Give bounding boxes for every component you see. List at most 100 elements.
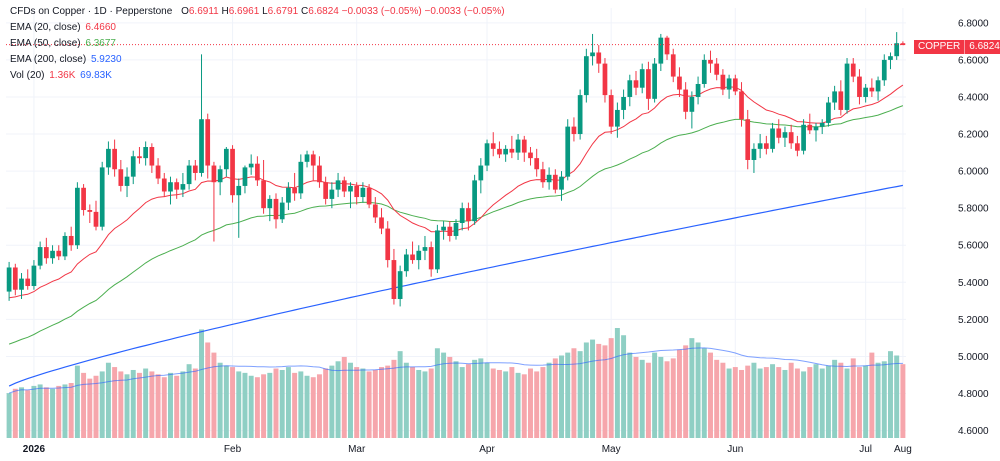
chart-legend: CFDs on Copper · 1D · Pepperstone O6.691… [10, 4, 505, 84]
candle-body [298, 161, 304, 194]
candle-body [435, 230, 440, 270]
volume-bar [37, 384, 43, 438]
volume-bar [552, 358, 558, 438]
y-tick-label: 5.2000 [958, 315, 989, 326]
volume-bar [403, 362, 409, 438]
candle-body [565, 126, 571, 177]
volume-bar [559, 355, 564, 438]
candle-body [751, 148, 757, 160]
price-tag-symbol: COPPER [914, 40, 966, 54]
candle-body [664, 37, 670, 55]
candle-body [583, 56, 589, 96]
candle-body [192, 165, 198, 173]
candle-body [509, 148, 515, 153]
high-value: 6.6961 [228, 6, 260, 17]
candle-body [850, 63, 856, 77]
change-value-2: −0.0033 (−0.05%) [424, 6, 505, 17]
ema200-label: EMA (200, close) [10, 54, 87, 65]
candle-body [304, 154, 310, 162]
candle-body [726, 78, 732, 90]
volume-bar [186, 364, 192, 438]
candle-body [540, 169, 546, 183]
candle-body [863, 87, 869, 97]
volume-bar [689, 338, 695, 438]
candle-body [472, 180, 477, 222]
volume-bar [441, 352, 447, 438]
candle-body [286, 187, 291, 203]
legend-ema20-row[interactable]: EMA (20, close) 6.4660 [10, 20, 505, 36]
candle-body [559, 176, 564, 190]
candle-body [819, 122, 825, 127]
volume-bar [614, 328, 620, 438]
volume-bar [676, 349, 682, 438]
legend-ema200-row[interactable]: EMA (200, close) 5.9230 [10, 52, 505, 68]
volume-bar [590, 339, 596, 438]
candle-body [186, 165, 192, 185]
volume-bar [43, 387, 49, 438]
volume-bar [341, 356, 347, 438]
candle-body [217, 169, 223, 183]
volume-bar [149, 371, 155, 438]
volume-bar [248, 375, 254, 438]
candle-body [25, 278, 31, 287]
candle-body [577, 95, 583, 135]
volume-bar [869, 352, 875, 438]
volume-bar [112, 367, 118, 438]
volume-bar [56, 385, 62, 438]
volume-bar [888, 351, 893, 438]
volume-bar [745, 365, 751, 438]
candle-body [770, 128, 775, 149]
candle-body [50, 250, 55, 259]
candle-body [410, 254, 415, 261]
candle-body [596, 52, 602, 64]
volume-bar [832, 359, 838, 438]
change-value: −0.0033 (−0.05%) [341, 6, 422, 17]
candle-body [416, 250, 422, 261]
candle-body [695, 83, 701, 97]
candle-body [279, 202, 285, 220]
symbol-title[interactable]: CFDs on Copper · 1D · Pepperstone [10, 6, 173, 17]
candle-body [534, 158, 540, 170]
volume-bar [118, 371, 124, 438]
x-tick-label: Feb [224, 444, 242, 455]
x-tick-label: Aug [894, 444, 912, 455]
candle-body [875, 80, 881, 92]
volume-bar [714, 359, 720, 438]
volume-bar [875, 362, 881, 438]
volume-bar [223, 365, 229, 438]
volume-bar [372, 369, 378, 438]
volume-bar [496, 369, 502, 438]
volume-bar [621, 335, 627, 438]
candle-body [149, 147, 155, 166]
volume-bar [385, 365, 391, 438]
candle-body [900, 43, 906, 46]
x-tick-label: Jul [859, 444, 872, 455]
volume-bar [658, 356, 664, 438]
volume-bar [205, 342, 211, 438]
legend-ema50-row[interactable]: EMA (50, close) 6.3677 [10, 36, 505, 52]
candle-body [75, 187, 80, 246]
volume-bar [329, 365, 335, 438]
volume-bar [366, 371, 372, 438]
volume-bar [410, 367, 416, 438]
price-axis[interactable]: 6.8000 6.6000 6.4000 6.2000 6.0000 5.8000 5.60… [958, 18, 989, 437]
candle-body [832, 91, 837, 103]
volume-bar [751, 362, 757, 438]
volume-bar [130, 369, 136, 438]
candle-body [739, 91, 744, 120]
candle-body [745, 119, 751, 160]
volume-bar [192, 368, 198, 438]
time-axis[interactable]: 2026 Feb Mar Apr May Jun Jul Aug [23, 444, 912, 455]
candle-body [627, 80, 633, 97]
candle-body [255, 163, 260, 181]
candle-body [478, 165, 484, 181]
candle-body [360, 187, 366, 198]
legend-volume-row[interactable]: Vol (20) 1.36K 69.83K [10, 68, 505, 84]
candle-body [130, 156, 136, 177]
volume-bar [596, 343, 602, 438]
y-tick-label: 4.6000 [958, 426, 989, 437]
volume-value: 1.36K [49, 70, 76, 81]
volume-bar [242, 372, 248, 438]
x-tick-label: 2026 [23, 444, 46, 455]
